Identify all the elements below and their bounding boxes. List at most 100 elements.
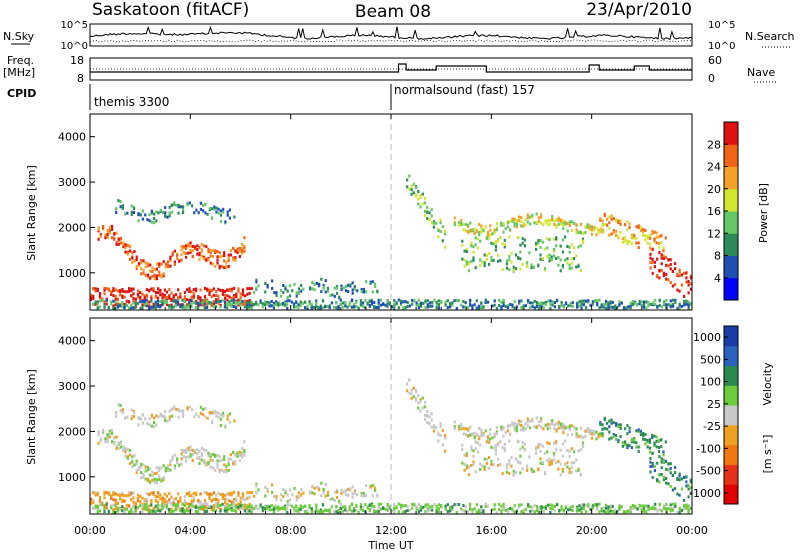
power-cell	[550, 257, 553, 261]
velocity-cell	[608, 419, 611, 423]
velocity-cell	[226, 508, 229, 512]
power-cell	[626, 220, 629, 224]
velocity-cell	[215, 502, 218, 506]
power-cell	[601, 228, 604, 232]
power-cell	[464, 301, 467, 305]
power-cell	[214, 305, 218, 309]
power-cell	[546, 255, 549, 258]
velocity-cell	[222, 411, 225, 415]
power-cell	[172, 297, 175, 301]
power-cell	[582, 303, 585, 307]
power-cell	[669, 267, 672, 271]
power-cell	[377, 304, 380, 308]
power-cell	[217, 298, 220, 302]
power-cell	[94, 289, 97, 293]
power-cell	[209, 248, 212, 252]
velocity-cell	[608, 430, 611, 434]
power-cell	[209, 261, 212, 265]
power-cell	[619, 219, 622, 223]
power-cell	[103, 300, 106, 304]
power-cell	[582, 232, 585, 236]
velocity-cell	[640, 504, 643, 508]
power-cell	[195, 287, 198, 291]
velocity-cell	[103, 496, 106, 500]
velocity-cell	[543, 451, 547, 455]
power-cell	[551, 303, 554, 307]
power-cell	[117, 237, 120, 241]
velocity-cell	[486, 435, 490, 439]
velocity-cell	[252, 506, 255, 510]
velocity-cell	[360, 494, 363, 497]
velocity-cell	[475, 510, 478, 514]
power-cell	[329, 294, 332, 297]
power-cell	[595, 233, 598, 237]
velocity-cell	[149, 467, 152, 471]
power-cell	[626, 242, 629, 246]
power-cell	[157, 211, 160, 215]
velocity-cell	[559, 473, 562, 477]
velocity-cell	[162, 478, 165, 482]
velocity-cell	[537, 420, 540, 424]
power-cell	[243, 246, 246, 250]
velocity-cell	[437, 439, 440, 443]
power-cell	[204, 202, 207, 206]
power-cell	[232, 301, 235, 305]
velocity-cell	[304, 504, 307, 508]
velocity-cell	[279, 492, 283, 496]
velocity-cell	[522, 508, 525, 512]
power-cell	[629, 301, 632, 305]
velocity-cell	[200, 446, 203, 450]
power-cell	[580, 302, 583, 306]
power-cell	[368, 303, 371, 307]
power-cell	[168, 214, 171, 218]
power-cell	[131, 256, 134, 260]
velocity-cell	[625, 510, 628, 514]
velocity-cell	[313, 486, 316, 490]
power-cell	[495, 307, 498, 310]
velocity-cell	[364, 503, 367, 507]
power-cell	[136, 289, 140, 293]
velocity-cell	[521, 445, 524, 449]
power-cell	[470, 241, 473, 245]
velocity-cell	[474, 447, 477, 451]
velocity-cell	[179, 507, 182, 511]
power-cell	[493, 228, 496, 232]
power-cell	[362, 287, 365, 291]
power-cell	[423, 196, 427, 200]
power-cell	[286, 306, 289, 310]
velocity-cell	[524, 508, 527, 512]
power-cell	[136, 293, 140, 297]
power-cell	[630, 234, 633, 238]
velocity-cell	[183, 499, 186, 503]
power-cell	[408, 187, 411, 191]
power-cell	[674, 283, 677, 287]
velocity-cell	[111, 440, 114, 444]
power-cell	[486, 231, 490, 235]
velocity-cell	[678, 506, 681, 510]
power-cell	[149, 263, 152, 267]
power-cell	[121, 296, 124, 299]
velocity-cell	[351, 485, 354, 489]
velocity-cell	[105, 506, 108, 510]
power-cell	[504, 227, 507, 231]
velocity-cell	[564, 424, 567, 428]
power-cell	[469, 229, 472, 233]
velocity-cell	[185, 509, 189, 513]
power-cell	[637, 241, 640, 245]
power-cell	[472, 256, 475, 260]
velocity-cell	[502, 508, 505, 512]
power-cell	[493, 299, 496, 303]
power-cell	[158, 273, 161, 277]
power-cell	[602, 303, 605, 307]
velocity-cell	[486, 437, 490, 441]
x-axis: 00:00 04:00 08:00 12:00 16:00 20:00 00:00	[74, 114, 708, 537]
velocity-cell	[437, 510, 440, 514]
velocity-cell	[153, 421, 156, 424]
power-cell	[588, 228, 591, 232]
freq-unit: [MHz]	[3, 66, 35, 79]
velocity-cell	[190, 500, 193, 504]
velocity-cell	[119, 508, 122, 512]
velocity-cell	[510, 464, 513, 468]
velocity-cell	[167, 464, 170, 468]
velocity-cell	[519, 471, 522, 475]
